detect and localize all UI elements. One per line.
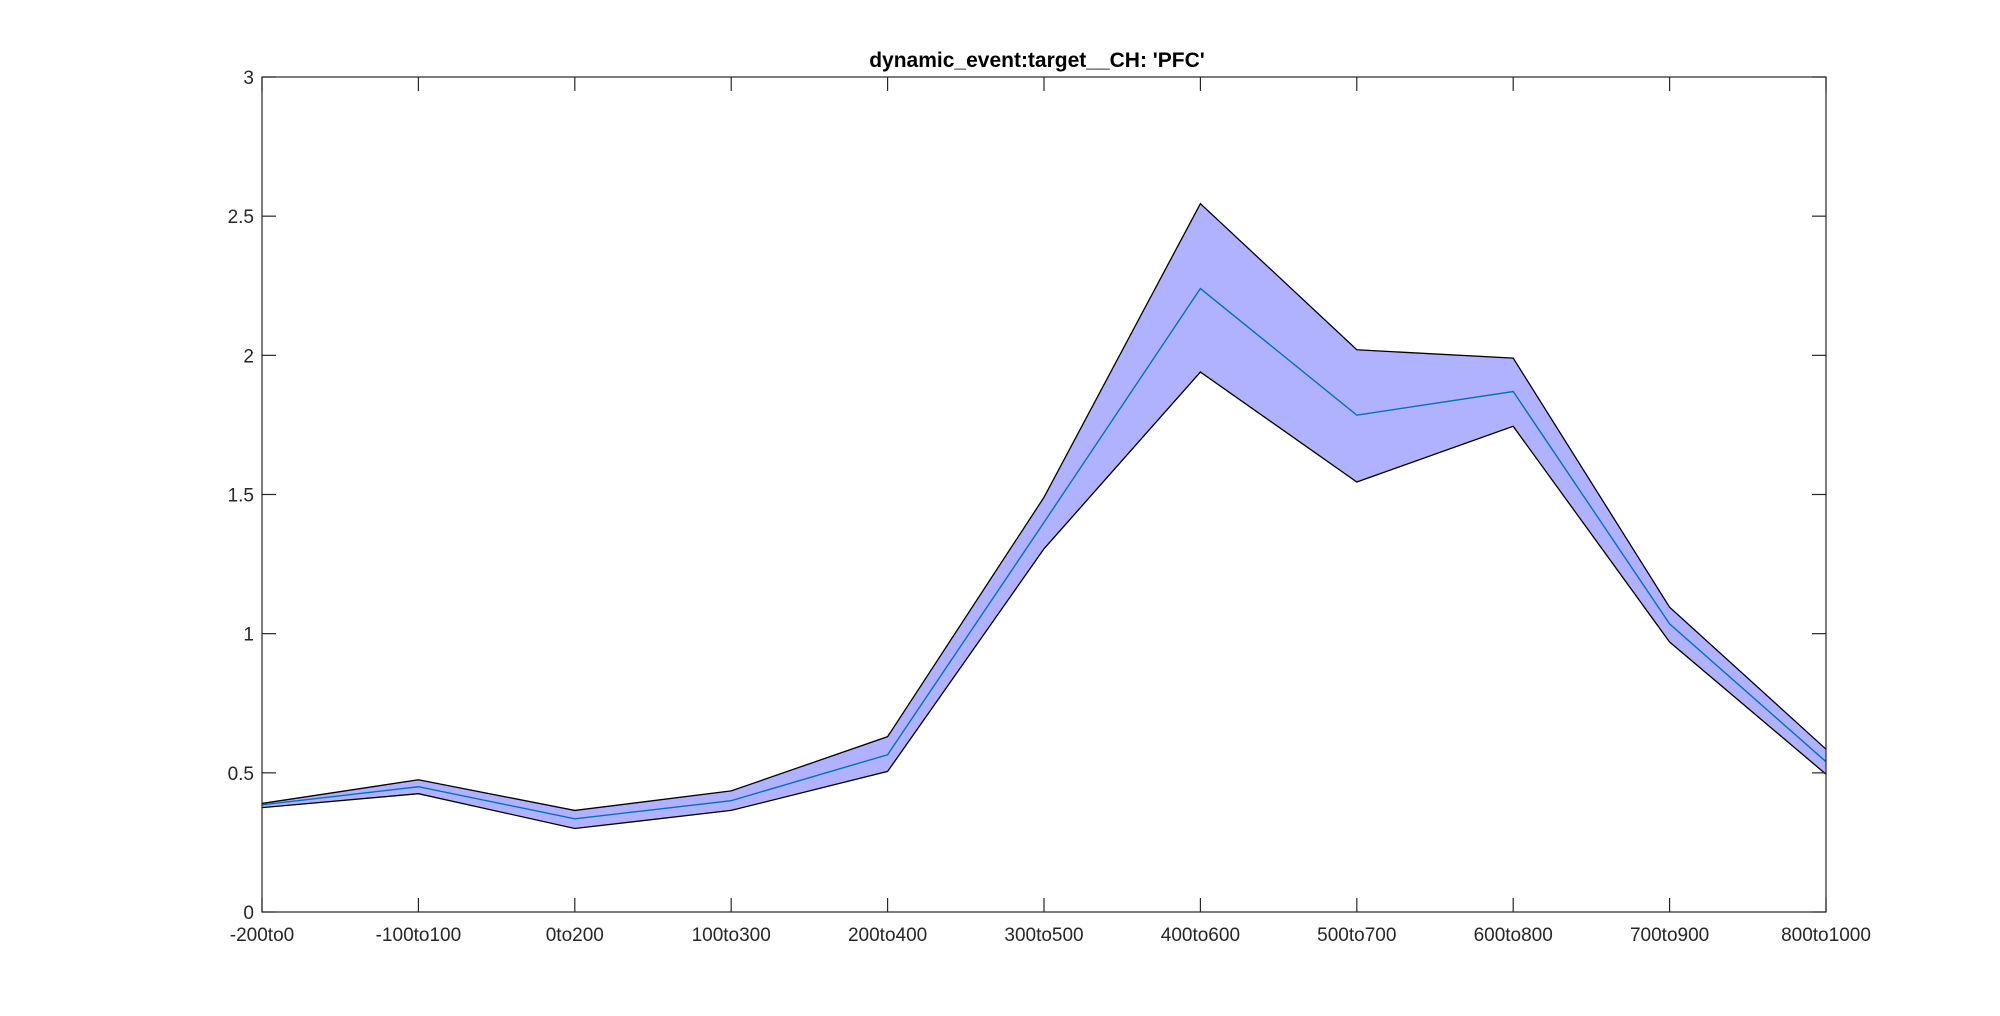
x-tick-label: 700to900 <box>1630 925 1709 946</box>
x-tick-label: 0to200 <box>546 925 604 946</box>
x-tick-label: 500to700 <box>1317 925 1396 946</box>
confidence-band <box>262 203 1826 829</box>
x-tick-label: 600to800 <box>1474 925 1553 946</box>
y-tick-label: 2.5 <box>228 207 254 228</box>
x-tick-label: -200to0 <box>230 925 294 946</box>
x-tick-label: 300to500 <box>1004 925 1083 946</box>
y-tick-label: 0.5 <box>228 764 254 785</box>
x-tick-label: -100to100 <box>376 925 462 946</box>
upper-bound-line <box>261 202 1827 812</box>
mean-line <box>261 287 1827 820</box>
chart-title: dynamic_event:target__CH: 'PFC' <box>869 49 1205 72</box>
y-tick-label: 1 <box>243 625 254 646</box>
y-tick-label: 0 <box>243 903 254 924</box>
series-lines <box>261 202 1827 830</box>
band-area <box>262 203 1826 829</box>
lower-bound-line <box>261 371 1827 830</box>
x-tick-label: 200to400 <box>848 925 927 946</box>
x-tick-label: 100to300 <box>692 925 771 946</box>
y-tick-label: 1.5 <box>228 486 254 507</box>
x-tick-label: 400to600 <box>1161 925 1240 946</box>
y-axis: 0 0.5 1 1.5 2 2.5 3 <box>228 68 1826 924</box>
x-axis: -200to0 -100to100 0to200 100to300 200to400 30… <box>230 77 1871 946</box>
y-tick-label: 3 <box>243 68 254 89</box>
x-tick-label: 800to1000 <box>1781 925 1871 946</box>
y-tick-label: 2 <box>243 346 254 367</box>
